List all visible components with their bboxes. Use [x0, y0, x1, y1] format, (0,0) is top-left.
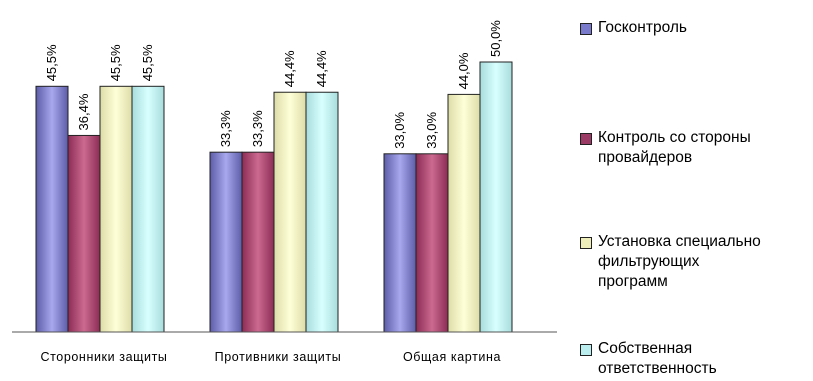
legend-item-provider-control[interactable]: Контроль со стороны провайдеров — [580, 128, 751, 168]
bar-3-2 — [415, 153, 449, 333]
data-label-2-4: 44,4% — [314, 50, 329, 87]
data-labels: 45,5% 36,4% 45,5% 45,5% 33,3% 33,3% 44,4% 44,4%… — [44, 20, 503, 149]
category-label-2: Противники защиты — [215, 350, 342, 364]
legend-swatch-icon — [580, 344, 592, 356]
bar-2-2 — [241, 151, 275, 333]
bar-1-1 — [35, 85, 69, 333]
legend-label: Установка специально фильтрующих програм… — [598, 233, 761, 290]
bar-3-1 — [383, 153, 417, 333]
legend-swatch-icon — [580, 23, 592, 35]
data-label-3-4: 50,0% — [488, 20, 503, 57]
legend-item-goscontrol[interactable]: Госконтроль — [580, 18, 687, 38]
category-labels: Сторонники защиты Противники защиты Общая … — [40, 350, 501, 364]
data-label-3-1: 33,0% — [392, 111, 407, 148]
legend-label: Собственная ответственность — [598, 340, 717, 377]
data-label-2-3: 44,4% — [282, 50, 297, 87]
category-label-1: Сторонники защиты — [40, 350, 167, 364]
bar-1-2 — [67, 134, 101, 333]
data-label-1-3: 45,5% — [108, 44, 123, 81]
bars-layer — [35, 61, 513, 333]
data-label-1-1: 45,5% — [44, 44, 59, 81]
bar-2-1 — [209, 151, 243, 333]
bar-3-4 — [479, 61, 513, 333]
legend-label: Контроль со стороны провайдеров — [598, 129, 751, 166]
data-label-3-3: 44,0% — [456, 52, 471, 89]
data-label-2-2: 33,3% — [250, 110, 265, 147]
legend-label: Госконтроль — [598, 19, 687, 36]
data-label-1-4: 45,5% — [140, 44, 155, 81]
bar-1-4 — [131, 85, 165, 333]
legend-swatch-icon — [580, 237, 592, 249]
legend-swatch-icon — [580, 133, 592, 145]
data-label-2-1: 33,3% — [218, 110, 233, 147]
category-label-3: Общая картина — [403, 350, 501, 364]
data-label-3-2: 33,0% — [424, 111, 439, 148]
bar-3-3 — [447, 93, 481, 333]
bar-2-4 — [305, 91, 339, 333]
legend-item-filter-programs[interactable]: Установка специально фильтрующих програм… — [580, 232, 761, 292]
bar-1-3 — [99, 85, 133, 333]
data-label-1-2: 36,4% — [76, 93, 91, 130]
legend-item-own-responsibility[interactable]: Собственная ответственность — [580, 339, 717, 379]
bar-2-3 — [273, 91, 307, 333]
